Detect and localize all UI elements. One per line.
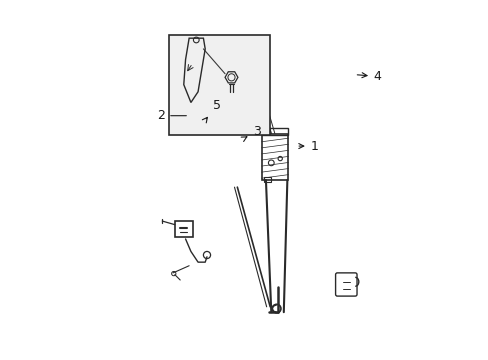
Text: 5: 5 xyxy=(202,99,220,123)
Bar xyxy=(264,177,271,182)
Text: 2: 2 xyxy=(157,109,186,122)
Bar xyxy=(261,128,288,135)
Bar xyxy=(175,221,192,237)
Text: 4: 4 xyxy=(357,70,381,83)
Text: 3: 3 xyxy=(241,125,261,141)
Bar xyxy=(261,134,288,180)
Bar xyxy=(169,35,269,135)
Text: 1: 1 xyxy=(298,140,318,153)
